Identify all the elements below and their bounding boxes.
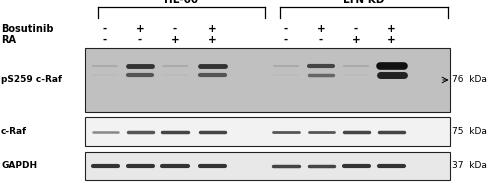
Text: c-Raf: c-Raf [1, 127, 27, 136]
Text: Bosutinib: Bosutinib [1, 24, 54, 34]
Bar [85, 152, 450, 180]
Text: +: + [387, 35, 396, 45]
Text: GAPDH: GAPDH [1, 161, 37, 170]
Text: 37  kDa: 37 kDa [452, 161, 488, 170]
Text: +: + [208, 35, 217, 45]
Text: +: + [387, 24, 396, 34]
Text: -: - [138, 35, 142, 45]
Bar [85, 48, 450, 112]
Text: +: + [136, 24, 144, 34]
Text: -: - [284, 35, 288, 45]
Text: pS259 c-Raf: pS259 c-Raf [1, 76, 62, 84]
Text: +: + [316, 24, 326, 34]
Text: 75  kDa: 75 kDa [452, 127, 488, 136]
Text: -: - [103, 35, 107, 45]
Text: HL-60: HL-60 [164, 0, 198, 5]
Text: LYN KD: LYN KD [343, 0, 384, 5]
Text: -: - [319, 35, 323, 45]
Text: +: + [170, 35, 179, 45]
Text: -: - [173, 24, 177, 34]
Text: RA: RA [1, 35, 16, 45]
Text: -: - [284, 24, 288, 34]
Text: +: + [208, 24, 217, 34]
Text: 76  kDa: 76 kDa [452, 76, 488, 84]
Bar [85, 117, 450, 146]
Text: -: - [354, 24, 358, 34]
Text: -: - [103, 24, 107, 34]
Text: +: + [352, 35, 360, 45]
